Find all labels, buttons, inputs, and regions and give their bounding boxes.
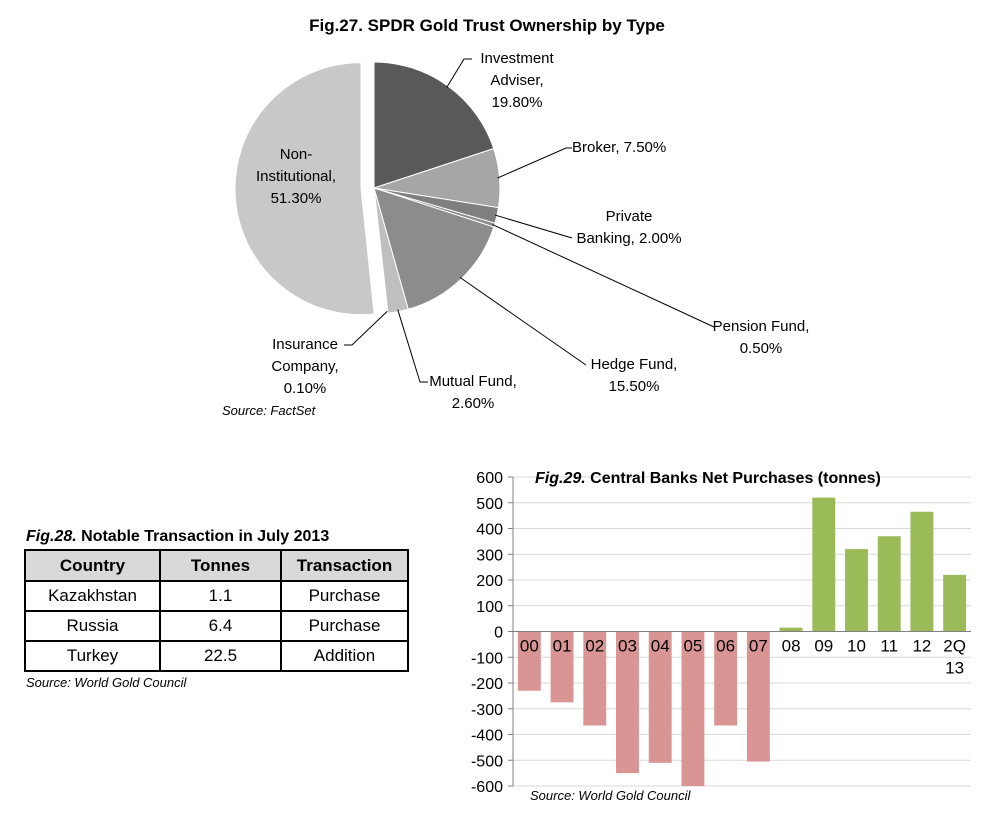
bar-03	[616, 631, 639, 774]
pie-leader-line	[497, 147, 572, 179]
column-header-country: Country	[24, 549, 161, 582]
pie-leader-line	[344, 310, 388, 346]
pie-slice-insurance-company	[373, 187, 389, 314]
transactions-table: Country Tonnes Transaction Kazakhstan 1.…	[24, 549, 409, 672]
table-header-row: Country Tonnes Transaction	[24, 549, 409, 582]
pie-leader-line	[492, 224, 715, 328]
y-tick-label: 300	[476, 547, 503, 564]
column-header-tonnes: Tonnes	[159, 549, 282, 582]
pie-slice-non-institutional	[234, 62, 375, 316]
x-tick-label: 08	[782, 637, 801, 656]
pie-label-investment-adviser: Investment Adviser, 19.80%	[480, 50, 554, 111]
x-tick-label: 09	[814, 637, 833, 656]
cell-tonnes: 22.5	[159, 640, 282, 672]
pie-label-pension-fund: Pension Fund, 0.50%	[713, 318, 810, 357]
cell-country: Kazakhstan	[24, 580, 161, 612]
pie-labels: Investment Adviser, 19.80% Broker, 7.50% Pri…	[256, 50, 809, 412]
pie-leader-line	[397, 309, 428, 383]
cell-tonnes: 6.4	[159, 610, 282, 642]
table-row: Kazakhstan 1.1 Purchase	[24, 580, 409, 612]
y-tick-label: 0	[494, 625, 503, 642]
table-title: Fig.28. Notable Transaction in July 2013	[26, 528, 329, 546]
x-tick-label: 03	[618, 637, 637, 656]
bar-11	[877, 536, 901, 632]
x-tick-label: 02	[585, 637, 604, 656]
bar-05	[681, 631, 705, 786]
x-tick-label: 04	[651, 637, 670, 656]
pie-chart-title: Fig.27. SPDR Gold Trust Ownership by Typ…	[309, 16, 665, 35]
cell-country: Turkey	[24, 640, 161, 672]
bar-06	[714, 631, 738, 726]
pie-leader-line	[459, 276, 587, 366]
pie-label-private-banking: Private Banking, 2.00%	[576, 208, 681, 247]
x-tick-label: 11	[880, 637, 898, 656]
bar-09	[812, 497, 836, 632]
y-tick-label: 500	[476, 496, 503, 513]
cell-transaction: Purchase	[280, 580, 409, 612]
cell-country: Russia	[24, 610, 161, 642]
cell-transaction: Purchase	[280, 610, 409, 642]
bar-source: Source: World Gold Council	[530, 788, 692, 803]
table-row: Turkey 22.5 Addition	[24, 640, 409, 672]
bar-y-axis: -600 -500 -400 -300 -200 -100 0 100 200 300 400 500…	[471, 470, 514, 796]
x-tick-label: 12	[912, 637, 931, 656]
x-tick-label: 07	[749, 637, 768, 656]
pie-chart	[234, 61, 501, 316]
pie-source: Source: FactSet	[222, 403, 317, 418]
bar-08	[779, 627, 803, 632]
y-tick-label: -100	[471, 650, 503, 667]
x-tick-label: 06	[716, 637, 735, 656]
y-tick-label: 600	[476, 470, 503, 487]
bar-02	[583, 631, 607, 726]
pie-label-insurance-company: Insurance Company, 0.10%	[271, 336, 338, 397]
x-tick-label: 01	[553, 637, 572, 656]
y-tick-label: -400	[471, 728, 503, 745]
x-tick-label: 05	[683, 637, 702, 656]
bar-title-rest: Central Banks Net Purchases (tonnes)	[586, 470, 881, 487]
table-source: Source: World Gold Council	[26, 675, 187, 690]
x-tick-label: 2Q 13	[943, 637, 966, 678]
bar-x-axis: 00 01 02 03 04 05 06 07 08 09 10 11 12 2Q 13	[520, 637, 966, 678]
x-tick-label: 00	[520, 637, 539, 656]
pie-leader-line	[446, 58, 472, 88]
cell-transaction: Addition	[280, 640, 409, 672]
bar-01	[550, 631, 574, 703]
y-tick-label: -200	[471, 676, 503, 693]
y-tick-label: -300	[471, 702, 503, 719]
pie-label-mutual-fund: Mutual Fund, 2.60%	[429, 373, 517, 412]
pie-leader-line	[494, 214, 573, 239]
column-header-transaction: Transaction	[280, 549, 409, 582]
y-tick-label: -500	[471, 753, 503, 770]
table-row: Russia 6.4 Purchase	[24, 610, 409, 642]
pie-label-hedge-fund: Hedge Fund, 15.50%	[591, 356, 678, 395]
table-title-rest: Notable Transaction in July 2013	[76, 528, 330, 545]
bar-title-prefix: Fig.29.	[535, 470, 586, 487]
bar-10	[845, 549, 868, 632]
cell-tonnes: 1.1	[159, 580, 282, 612]
y-tick-label: 100	[476, 599, 503, 616]
table-title-prefix: Fig.28.	[26, 528, 77, 545]
bar-12	[910, 511, 934, 632]
bar-chart-bars	[513, 497, 971, 786]
y-tick-label: -600	[471, 779, 503, 796]
bar-04	[648, 631, 672, 763]
pie-label-non-institutional: Non-Institutional, 51.30%	[256, 146, 336, 207]
x-tick-label: 10	[847, 637, 866, 656]
bar-07	[746, 631, 770, 762]
bar-00	[517, 631, 541, 691]
y-tick-label: 200	[476, 573, 503, 590]
bar-chart-title: Fig.29. Central Banks Net Purchases (ton…	[535, 470, 881, 487]
pie-label-broker: Broker, 7.50%	[572, 139, 666, 156]
bar-2q-13	[943, 574, 967, 632]
y-tick-label: 400	[476, 522, 503, 539]
